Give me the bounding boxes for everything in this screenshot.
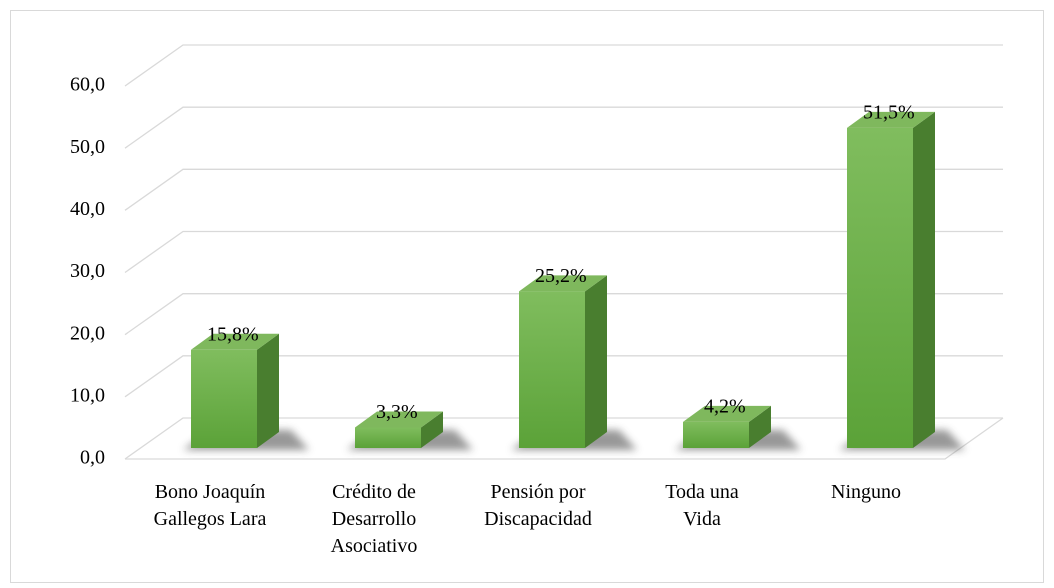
bar xyxy=(355,427,421,448)
bar-side xyxy=(257,333,279,448)
data-label: 25,2% xyxy=(535,265,587,287)
y-tick-label: 60,0 xyxy=(70,74,105,96)
y-tick-label: 50,0 xyxy=(70,136,105,158)
bar xyxy=(847,127,913,448)
y-tick-label: 0,0 xyxy=(80,447,105,469)
grid-line xyxy=(124,230,1003,274)
data-label: 15,8% xyxy=(207,323,259,345)
bar-side xyxy=(421,411,443,448)
bar-top xyxy=(355,411,443,428)
bar-top xyxy=(683,405,771,422)
y-tick-label: 40,0 xyxy=(70,198,105,220)
floor-edge xyxy=(125,417,1004,460)
bar-side xyxy=(585,275,607,448)
bar-top xyxy=(847,111,935,128)
bar xyxy=(519,291,585,448)
x-tick-label: Bono Joaquín Gallegos Lara xyxy=(154,481,267,530)
bar-side xyxy=(749,405,771,448)
data-label: 3,3% xyxy=(376,401,418,423)
x-tick-label: Toda una Vida xyxy=(665,481,739,530)
grid-line xyxy=(124,168,1003,211)
grid-line xyxy=(124,106,1003,149)
y-tick-label: 10,0 xyxy=(70,384,105,406)
grid-line xyxy=(124,44,1003,87)
data-label: 4,2% xyxy=(704,395,746,417)
x-tick-label: Crédito de Desarrollo Asociativo xyxy=(331,481,418,557)
y-tick-label: 20,0 xyxy=(70,322,105,344)
grid-line xyxy=(124,355,1003,398)
bar xyxy=(683,421,749,448)
grid-line xyxy=(124,293,1003,336)
x-tick-label: Ninguno xyxy=(831,481,901,503)
data-label: 51,5% xyxy=(863,101,915,123)
bar-top xyxy=(191,333,279,350)
bar-side xyxy=(913,111,935,448)
x-tick-label: Pensión por Discapacidad xyxy=(484,481,592,530)
bar xyxy=(191,349,257,448)
y-tick-label: 30,0 xyxy=(70,260,105,282)
bar-top xyxy=(519,275,607,292)
